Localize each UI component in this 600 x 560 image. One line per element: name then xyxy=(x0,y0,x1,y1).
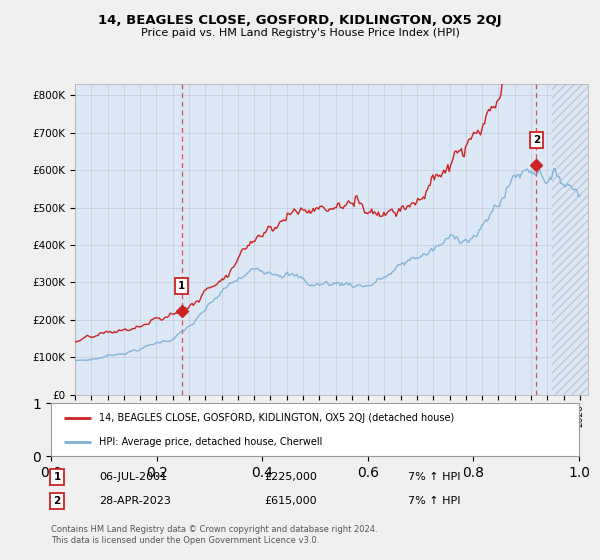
Text: 2: 2 xyxy=(533,135,540,145)
Text: 14, BEAGLES CLOSE, GOSFORD, KIDLINGTON, OX5 2QJ (detached house): 14, BEAGLES CLOSE, GOSFORD, KIDLINGTON, … xyxy=(98,413,454,423)
Text: Contains HM Land Registry data © Crown copyright and database right 2024.
This d: Contains HM Land Registry data © Crown c… xyxy=(51,525,377,545)
Text: 14, BEAGLES CLOSE, GOSFORD, KIDLINGTON, OX5 2QJ: 14, BEAGLES CLOSE, GOSFORD, KIDLINGTON, … xyxy=(98,14,502,27)
Text: 1: 1 xyxy=(178,281,185,291)
Text: HPI: Average price, detached house, Cherwell: HPI: Average price, detached house, Cher… xyxy=(98,437,322,447)
Text: £225,000: £225,000 xyxy=(264,472,317,482)
Text: £615,000: £615,000 xyxy=(264,496,317,506)
Text: 2: 2 xyxy=(53,496,61,506)
Bar xyxy=(552,84,588,395)
Text: 7% ↑ HPI: 7% ↑ HPI xyxy=(408,472,461,482)
Text: 7% ↑ HPI: 7% ↑ HPI xyxy=(408,496,461,506)
Text: 1: 1 xyxy=(53,472,61,482)
Text: 06-JUL-2001: 06-JUL-2001 xyxy=(99,472,167,482)
Text: Price paid vs. HM Land Registry's House Price Index (HPI): Price paid vs. HM Land Registry's House … xyxy=(140,28,460,38)
Text: 28-APR-2023: 28-APR-2023 xyxy=(99,496,171,506)
